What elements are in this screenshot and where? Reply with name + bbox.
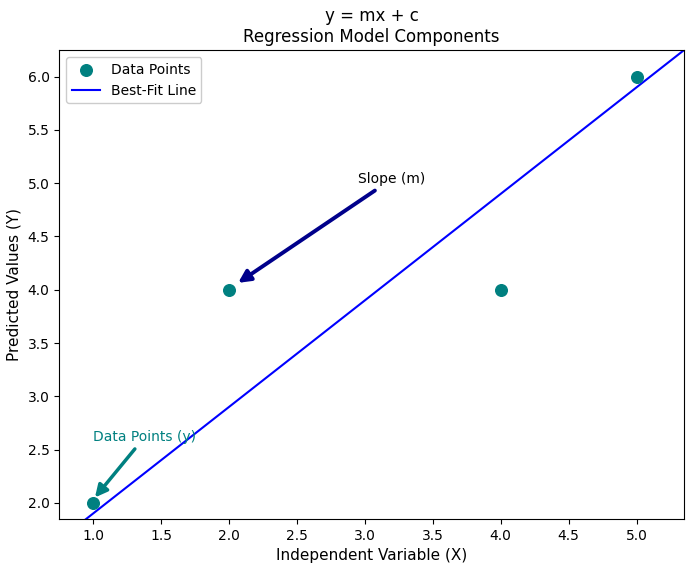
Text: Data Points (y): Data Points (y) — [93, 430, 196, 494]
Data Points — [631, 72, 642, 82]
Data Points — [495, 285, 507, 294]
Title: y = mx + c
Regression Model Components: y = mx + c Regression Model Components — [243, 7, 500, 46]
Data Points — [223, 285, 234, 294]
Data Points — [88, 498, 99, 507]
Y-axis label: Predicted Values (Y): Predicted Values (Y) — [7, 208, 22, 361]
Legend: Data Points, Best-Fit Line: Data Points, Best-Fit Line — [66, 57, 201, 103]
X-axis label: Independent Variable (X): Independent Variable (X) — [276, 548, 467, 563]
Text: Slope (m): Slope (m) — [242, 172, 425, 280]
